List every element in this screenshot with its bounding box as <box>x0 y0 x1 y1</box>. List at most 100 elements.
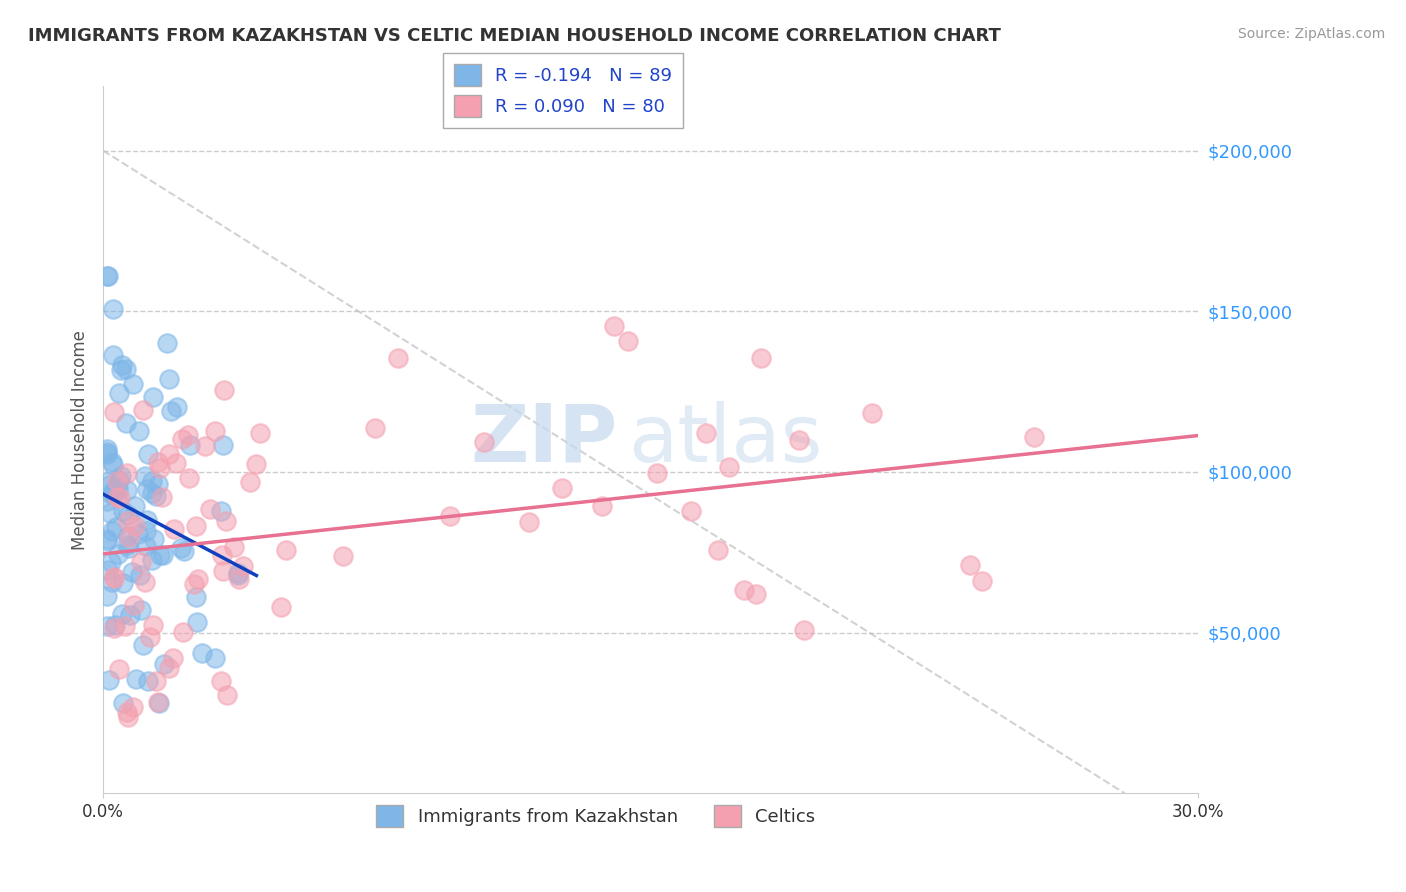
Y-axis label: Median Household Income: Median Household Income <box>72 330 89 549</box>
Point <box>139 631 162 645</box>
Point <box>129 603 152 617</box>
Point <box>150 490 173 504</box>
Point <box>104 480 127 494</box>
Text: ZIP: ZIP <box>471 401 617 479</box>
Point <box>128 424 150 438</box>
Point <box>110 469 132 483</box>
Point <box>101 455 124 469</box>
Point <box>127 527 149 541</box>
Point <box>249 426 271 441</box>
Point <box>135 540 157 554</box>
Point <box>550 481 572 495</box>
Point <box>117 538 139 552</box>
Point <box>162 651 184 665</box>
Point <box>157 372 180 386</box>
Point <box>98 506 121 520</box>
Point <box>121 565 143 579</box>
Point <box>787 433 810 447</box>
Point <box>517 515 540 529</box>
Point <box>101 575 124 590</box>
Point <box>117 528 139 542</box>
Point <box>112 504 135 518</box>
Point <box>103 622 125 636</box>
Point <box>107 386 129 401</box>
Point <box>157 447 180 461</box>
Point <box>96 619 118 633</box>
Point <box>104 618 127 632</box>
Point <box>972 574 994 588</box>
Point <box>114 618 136 632</box>
Point <box>107 482 129 496</box>
Point <box>184 519 207 533</box>
Point <box>591 500 613 514</box>
Point <box>212 564 235 578</box>
Point <box>136 673 159 688</box>
Point <box>142 532 165 546</box>
Point <box>472 434 495 449</box>
Point <box>96 589 118 603</box>
Point <box>110 363 132 377</box>
Point <box>959 558 981 572</box>
Point <box>132 403 155 417</box>
Text: Source: ZipAtlas.com: Source: ZipAtlas.com <box>1237 27 1385 41</box>
Point <box>117 508 139 523</box>
Point <box>103 347 125 361</box>
Point <box>134 574 156 589</box>
Point <box>97 478 120 492</box>
Point <box>97 673 120 687</box>
Point <box>186 615 208 629</box>
Point <box>142 617 165 632</box>
Point <box>101 458 124 472</box>
Point <box>245 458 267 472</box>
Point <box>132 638 155 652</box>
Point <box>141 485 163 500</box>
Point <box>134 469 156 483</box>
Point <box>128 567 150 582</box>
Point <box>115 467 138 481</box>
Point <box>166 401 188 415</box>
Point <box>187 573 209 587</box>
Point <box>204 650 226 665</box>
Point <box>733 583 755 598</box>
Point <box>751 351 773 365</box>
Point <box>163 522 186 536</box>
Point <box>617 334 640 349</box>
Point <box>100 487 122 501</box>
Legend: Immigrants from Kazakhstan, Celtics: Immigrants from Kazakhstan, Celtics <box>368 797 823 834</box>
Point <box>105 474 128 488</box>
Point <box>232 558 254 573</box>
Point <box>107 547 129 561</box>
Point <box>170 541 193 555</box>
Point <box>103 570 125 584</box>
Point <box>364 421 387 435</box>
Point <box>100 555 122 569</box>
Point <box>103 571 125 585</box>
Point <box>96 447 118 461</box>
Point <box>115 362 138 376</box>
Point <box>124 499 146 513</box>
Point <box>146 695 169 709</box>
Point <box>142 390 165 404</box>
Point <box>186 590 208 604</box>
Point <box>149 460 172 475</box>
Point <box>115 705 138 719</box>
Point <box>707 542 730 557</box>
Point <box>793 623 815 637</box>
Point <box>172 625 194 640</box>
Point <box>228 568 250 582</box>
Point <box>152 548 174 562</box>
Point <box>103 405 125 419</box>
Point <box>239 475 262 490</box>
Point <box>103 486 125 500</box>
Point <box>135 483 157 497</box>
Point <box>695 425 717 440</box>
Point <box>387 351 409 365</box>
Point <box>215 688 238 702</box>
Point <box>122 700 145 714</box>
Point <box>118 541 141 555</box>
Point <box>117 514 139 528</box>
Point <box>165 456 187 470</box>
Point <box>112 576 135 591</box>
Point <box>172 432 194 446</box>
Point <box>212 383 235 397</box>
